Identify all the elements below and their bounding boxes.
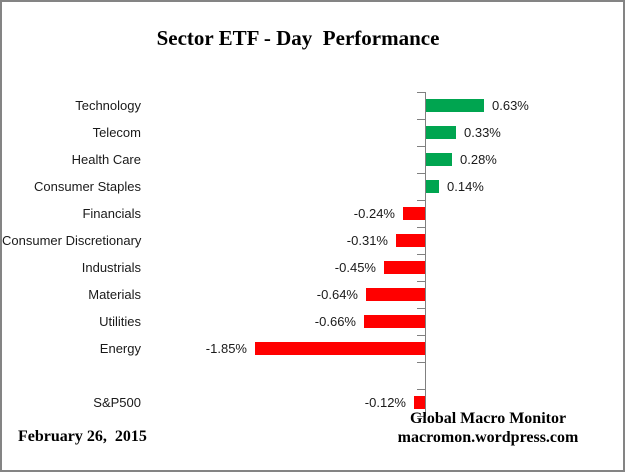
plot-area: Technology 0.63% Telecom 0.33% Health Care 0.… — [2, 92, 623, 417]
chart-row: Industrials -0.45% — [2, 254, 623, 281]
axis-tick — [417, 281, 425, 282]
footer-date: February 26, 2015 — [18, 428, 147, 445]
chart-title: Sector ETF - Day Performance — [156, 26, 440, 50]
axis-tick — [417, 146, 425, 147]
bar — [414, 396, 425, 409]
axis-tick — [417, 416, 425, 417]
value-label: -0.66% — [314, 314, 356, 329]
chart-row: Energy -1.85% — [2, 335, 623, 362]
axis-tick — [417, 362, 425, 363]
category-label: Consumer Staples — [34, 179, 141, 194]
chart-row: Consumer Discretionary -0.31% — [2, 227, 623, 254]
axis-tick — [417, 254, 425, 255]
value-label: -0.45% — [334, 260, 376, 275]
value-label: 0.28% — [460, 152, 497, 167]
category-label: Technology — [75, 98, 141, 113]
chart-row — [2, 362, 623, 389]
bar — [426, 180, 439, 193]
chart-row: Health Care 0.28% — [2, 146, 623, 173]
value-label: -0.64% — [316, 287, 358, 302]
chart-row: Telecom 0.33% — [2, 119, 623, 146]
category-label: Telecom — [92, 125, 141, 140]
axis-tick — [417, 308, 425, 309]
chart-row: Materials -0.64% — [2, 281, 623, 308]
chart-row: S&P500 -0.12% — [2, 389, 623, 416]
category-label: S&P500 — [93, 395, 141, 410]
value-label: 0.14% — [447, 179, 484, 194]
axis-tick — [417, 92, 425, 93]
category-label: Materials — [88, 287, 141, 302]
value-label: -1.85% — [205, 341, 247, 356]
axis-tick — [417, 119, 425, 120]
chart-row: Financials -0.24% — [2, 200, 623, 227]
chart-row: Utilities -0.66% — [2, 308, 623, 335]
category-label: Industrials — [81, 260, 141, 275]
category-label: Utilities — [99, 314, 141, 329]
bar — [426, 99, 484, 112]
value-label: 0.63% — [492, 98, 529, 113]
category-label: Financials — [82, 206, 141, 221]
category-label: Health Care — [71, 152, 141, 167]
zero-axis-line — [425, 92, 426, 416]
attribution-line-1: Global Macro Monitor — [409, 410, 567, 427]
value-label: -0.31% — [346, 233, 388, 248]
category-label: Energy — [99, 341, 141, 356]
bar — [426, 126, 456, 139]
value-label: 0.33% — [464, 125, 501, 140]
attribution-line-2: macromon.wordpress.com — [397, 429, 579, 446]
axis-tick — [417, 173, 425, 174]
bar — [366, 288, 425, 301]
value-label: -0.24% — [353, 206, 395, 221]
chart-row: Technology 0.63% — [2, 92, 623, 119]
bar — [255, 342, 425, 355]
bar — [364, 315, 425, 328]
category-label — [2, 362, 141, 389]
axis-tick — [417, 335, 425, 336]
value-label: -0.12% — [364, 395, 406, 410]
attribution: Global Macro Monitor macromon.wordpress.… — [386, 409, 590, 447]
axis-tick — [417, 389, 425, 390]
axis-tick — [417, 227, 425, 228]
bar — [384, 261, 425, 274]
bar — [396, 234, 425, 247]
bar — [426, 153, 452, 166]
axis-tick — [417, 200, 425, 201]
category-label: Consumer Discretionary — [2, 233, 142, 248]
chart-row: Consumer Staples 0.14% — [2, 173, 623, 200]
bar — [403, 207, 425, 220]
